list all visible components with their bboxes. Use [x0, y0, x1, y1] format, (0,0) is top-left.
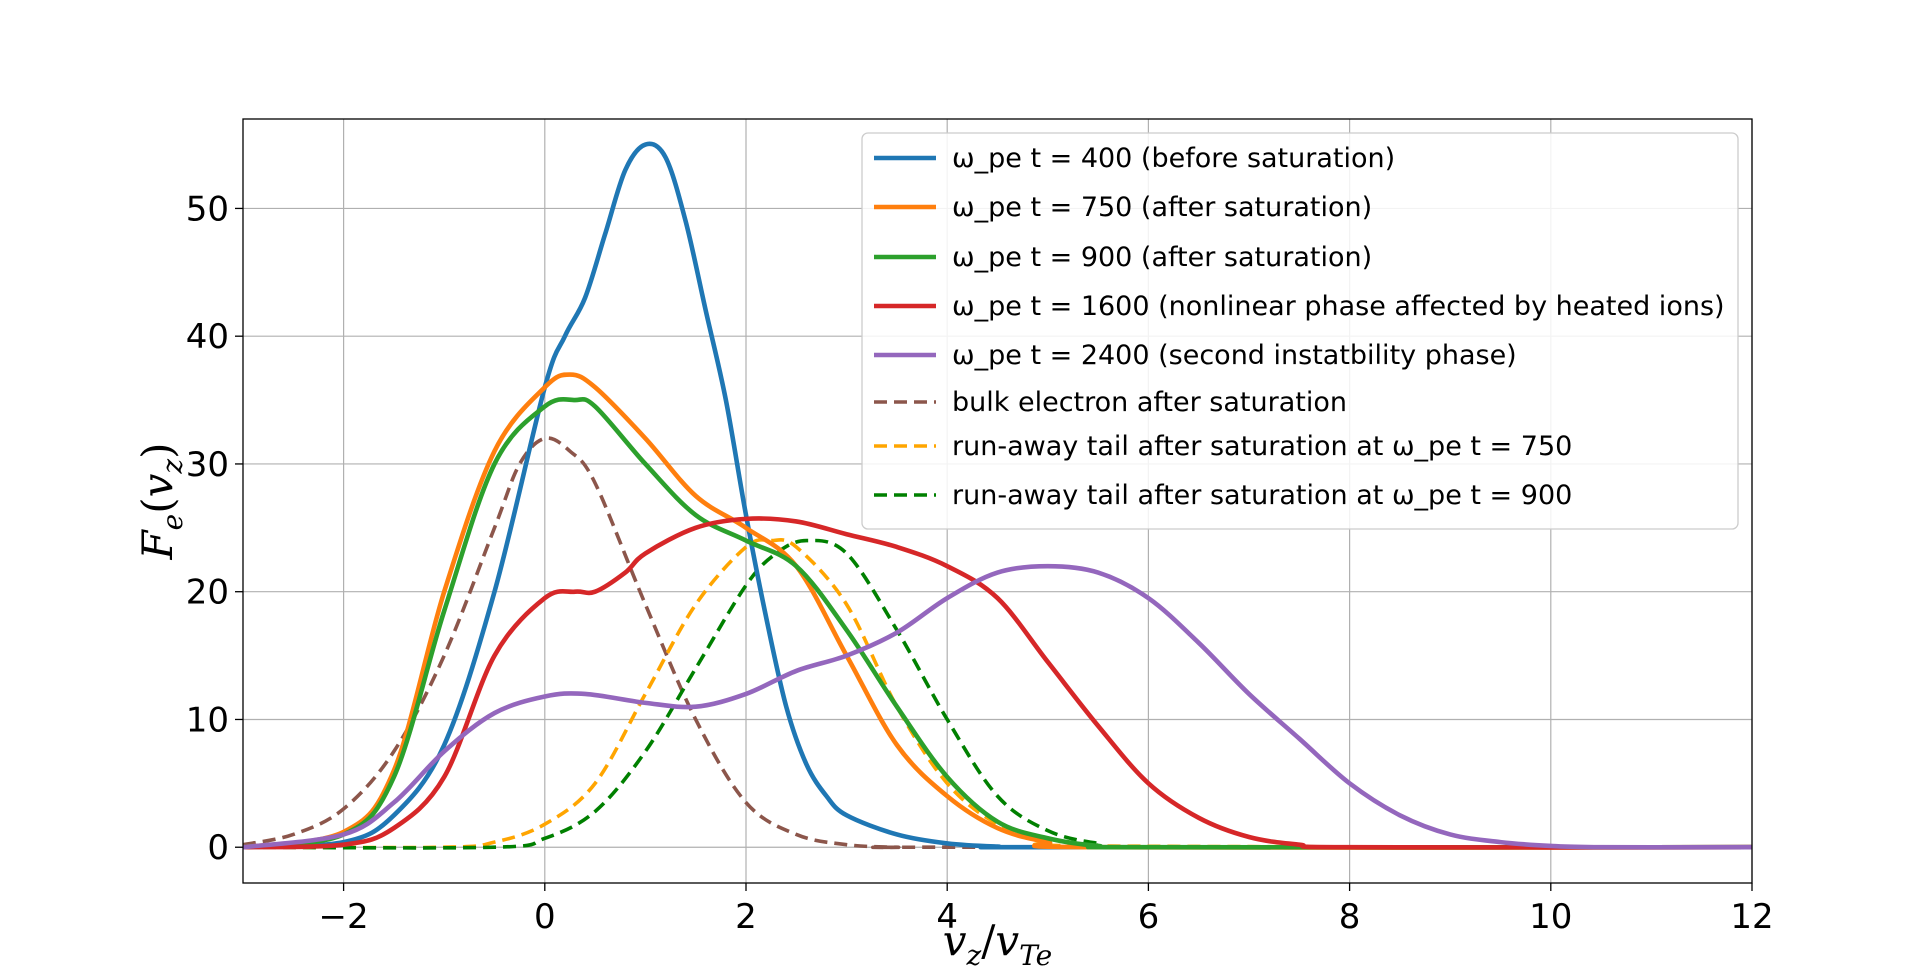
- series-line-1: [243, 141, 1752, 850]
- y-axis-label: Fe(vz): [133, 442, 189, 560]
- legend-entry-1: ω_pe t = 400 (before saturation): [952, 143, 1395, 174]
- x-axis-label: vz/vTe: [943, 916, 1052, 972]
- legend-entry-7: run-away tail after saturation at ω_pe t…: [952, 431, 1572, 462]
- legend-entry-4: ω_pe t = 1600 (nonlinear phase affected …: [952, 291, 1725, 322]
- x-tick-label: 6: [1138, 897, 1160, 937]
- x-tick-label: 10: [1529, 897, 1572, 937]
- legend-entry-8: run-away tail after saturation at ω_pe t…: [952, 480, 1572, 511]
- y-tick-label: 50: [186, 189, 229, 229]
- legend-entry-6: bulk electron after saturation: [952, 387, 1347, 418]
- legend-entry-3: ω_pe t = 900 (after saturation): [952, 242, 1372, 273]
- x-tick-label: 2: [735, 897, 757, 937]
- series-line-3: [243, 396, 1752, 850]
- series-line-8: [243, 538, 1752, 850]
- x-tick-label: 12: [1730, 897, 1773, 937]
- series-line-7: [243, 538, 1752, 850]
- x-tick-label: 8: [1339, 897, 1361, 937]
- legend-entry-2: ω_pe t = 750 (after saturation): [952, 192, 1372, 223]
- legend-box: [861, 132, 1739, 530]
- series-line-5: [243, 563, 1752, 850]
- series-lines: [243, 141, 1752, 850]
- x-tick-label: 4: [936, 897, 958, 937]
- y-tick-label: 40: [186, 317, 229, 357]
- y-tick-label: 10: [186, 700, 229, 740]
- series-line-4: [243, 516, 1752, 850]
- legend-entry-5: ω_pe t = 2400 (second instatbility phase…: [952, 340, 1517, 371]
- axis-ticks: −2 0 2 4 6 8 10 12 0 10 20 30 40 50: [186, 189, 1774, 937]
- x-tick-label: 0: [534, 897, 556, 937]
- y-tick-label: 20: [186, 573, 229, 613]
- y-tick-label: 0: [207, 828, 229, 868]
- x-tick-label: −2: [319, 897, 369, 937]
- plot-frame: [242, 118, 1753, 884]
- legend: ω_pe t = 400 (before saturation) ω_pe t =…: [861, 132, 1739, 530]
- y-tick-label: 30: [186, 445, 229, 485]
